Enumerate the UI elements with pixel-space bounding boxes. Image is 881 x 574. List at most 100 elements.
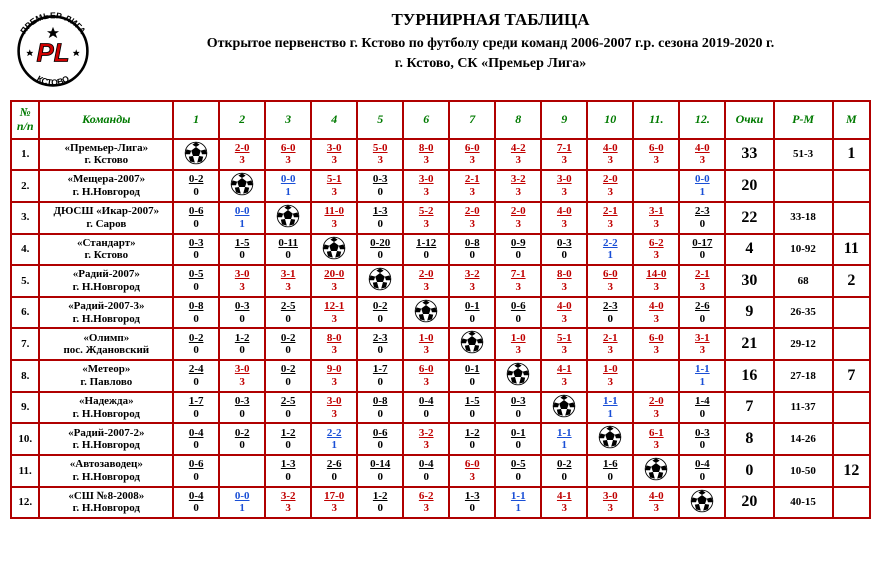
score-cell: 6-03 <box>449 455 495 487</box>
score-cell: 9-03 <box>311 360 357 392</box>
score-cell: 1-11 <box>541 423 587 455</box>
score-result: 6-0 <box>590 268 630 281</box>
place-cell <box>833 202 870 234</box>
score-cell: 2-50 <box>265 297 311 329</box>
page-subtitle-1: Открытое первенство г. Кстово по футболу… <box>110 34 871 54</box>
table-row: 12.«СШ №8-2008»г. Н.Новгород0-400-013-23… <box>11 487 870 519</box>
score-result: 2-1 <box>590 205 630 218</box>
score-cell: 3-03 <box>403 170 449 202</box>
score-result: 8-0 <box>544 268 584 281</box>
score-result: 0-8 <box>452 237 492 250</box>
score-result: 2-0 <box>590 173 630 186</box>
score-result: 2-3 <box>682 205 722 218</box>
col-g1: 1 <box>173 101 219 139</box>
score-points: 0 <box>682 439 722 452</box>
score-cell: 8-03 <box>311 328 357 360</box>
score-cell: 3-03 <box>587 487 633 519</box>
score-cell: 2-13 <box>449 170 495 202</box>
score-result: 2-2 <box>314 427 354 440</box>
score-points: 0 <box>176 249 216 262</box>
score-cell: 0-20 <box>265 328 311 360</box>
team-name: ДЮСШ «Икар-2007» <box>42 205 170 218</box>
score-result: 0-11 <box>268 237 308 250</box>
goal-diff-cell: 40-15 <box>774 487 833 519</box>
score-result: 0-2 <box>544 458 584 471</box>
score-cell: 0-60 <box>495 297 541 329</box>
score-cell: 1-70 <box>173 392 219 424</box>
score-points: 0 <box>268 376 308 389</box>
score-cell: 0-20 <box>265 360 311 392</box>
score-cell: 0-30 <box>357 170 403 202</box>
score-cell: 3-23 <box>449 265 495 297</box>
page-title: ТУРНИРНАЯ ТАБЛИЦА <box>110 10 871 30</box>
soccer-ball-icon <box>644 457 668 481</box>
team-name: «Радий-2007» <box>42 268 170 281</box>
score-points: 0 <box>268 344 308 357</box>
score-points: 3 <box>498 218 538 231</box>
score-points: 3 <box>590 281 630 294</box>
score-points: 3 <box>406 218 446 231</box>
table-row: 7.«Олимп»пос. Ждановский0-201-200-208-03… <box>11 328 870 360</box>
score-cell: 5-13 <box>311 170 357 202</box>
score-points: 3 <box>314 376 354 389</box>
score-cell: 0-80 <box>357 392 403 424</box>
score-points: 1 <box>222 502 262 515</box>
points-cell: 22 <box>725 202 773 234</box>
score-points: 3 <box>452 281 492 294</box>
table-row: 8.«Метеор»г. Павлово2-403-030-209-031-70… <box>11 360 870 392</box>
team-city: г. Н.Новгород <box>42 471 170 484</box>
score-points: 3 <box>406 439 446 452</box>
score-cell: 4-13 <box>541 360 587 392</box>
score-result: 0-4 <box>682 458 722 471</box>
score-result: 4-0 <box>636 490 676 503</box>
col-pts: Очки <box>725 101 773 139</box>
soccer-ball-icon <box>460 330 484 354</box>
score-points: 1 <box>498 502 538 515</box>
score-cell: 1-20 <box>265 423 311 455</box>
row-number: 5. <box>11 265 39 297</box>
team-name: «Метеор» <box>42 363 170 376</box>
score-cell: 6-03 <box>403 360 449 392</box>
score-points: 0 <box>360 313 400 326</box>
score-result: 1-3 <box>360 205 400 218</box>
score-cell: 3-13 <box>633 202 679 234</box>
row-number: 2. <box>11 170 39 202</box>
table-row: 10.«Радий-2007-2»г. Н.Новгород0-400-201-… <box>11 423 870 455</box>
score-points: 3 <box>498 154 538 167</box>
score-result: 5-1 <box>544 332 584 345</box>
soccer-ball-icon <box>322 236 346 260</box>
score-cell: 4-03 <box>633 487 679 519</box>
score-cell: 6-13 <box>633 423 679 455</box>
score-cell: 1-40 <box>679 392 725 424</box>
score-result: 1-1 <box>590 395 630 408</box>
soccer-ball-icon <box>552 394 576 418</box>
score-result: 4-0 <box>682 142 722 155</box>
team-city: г. Н.Новгород <box>42 281 170 294</box>
score-result: 17-0 <box>314 490 354 503</box>
team-cell: ДЮСШ «Икар-2007»г. Саров <box>39 202 173 234</box>
score-result: 4-1 <box>544 363 584 376</box>
score-points: 0 <box>176 502 216 515</box>
score-cell: 0-80 <box>449 234 495 266</box>
row-number: 10. <box>11 423 39 455</box>
empty-cell <box>633 360 679 392</box>
score-points: 3 <box>314 502 354 515</box>
score-cell: 2-60 <box>311 455 357 487</box>
score-result: 6-0 <box>636 332 676 345</box>
score-result: 0-20 <box>360 237 400 250</box>
table-row: 5.«Радий-2007»г. Н.Новгород0-503-033-132… <box>11 265 870 297</box>
team-cell: «Радий-2007-3»г. Н.Новгород <box>39 297 173 329</box>
score-result: 0-4 <box>406 395 446 408</box>
score-result: 2-1 <box>682 268 722 281</box>
score-cell: 1-11 <box>587 392 633 424</box>
score-result: 5-0 <box>360 142 400 155</box>
table-row: 2.«Мещера-2007»г. Н.Новгород0-200-015-13… <box>11 170 870 202</box>
score-result: 3-0 <box>314 395 354 408</box>
score-points: 0 <box>222 408 262 421</box>
self-cell <box>633 455 679 487</box>
score-result: 2-2 <box>590 237 630 250</box>
score-cell: 5-23 <box>403 202 449 234</box>
team-name: «Олимп» <box>42 332 170 345</box>
score-points: 3 <box>544 281 584 294</box>
score-cell: 1-11 <box>495 487 541 519</box>
